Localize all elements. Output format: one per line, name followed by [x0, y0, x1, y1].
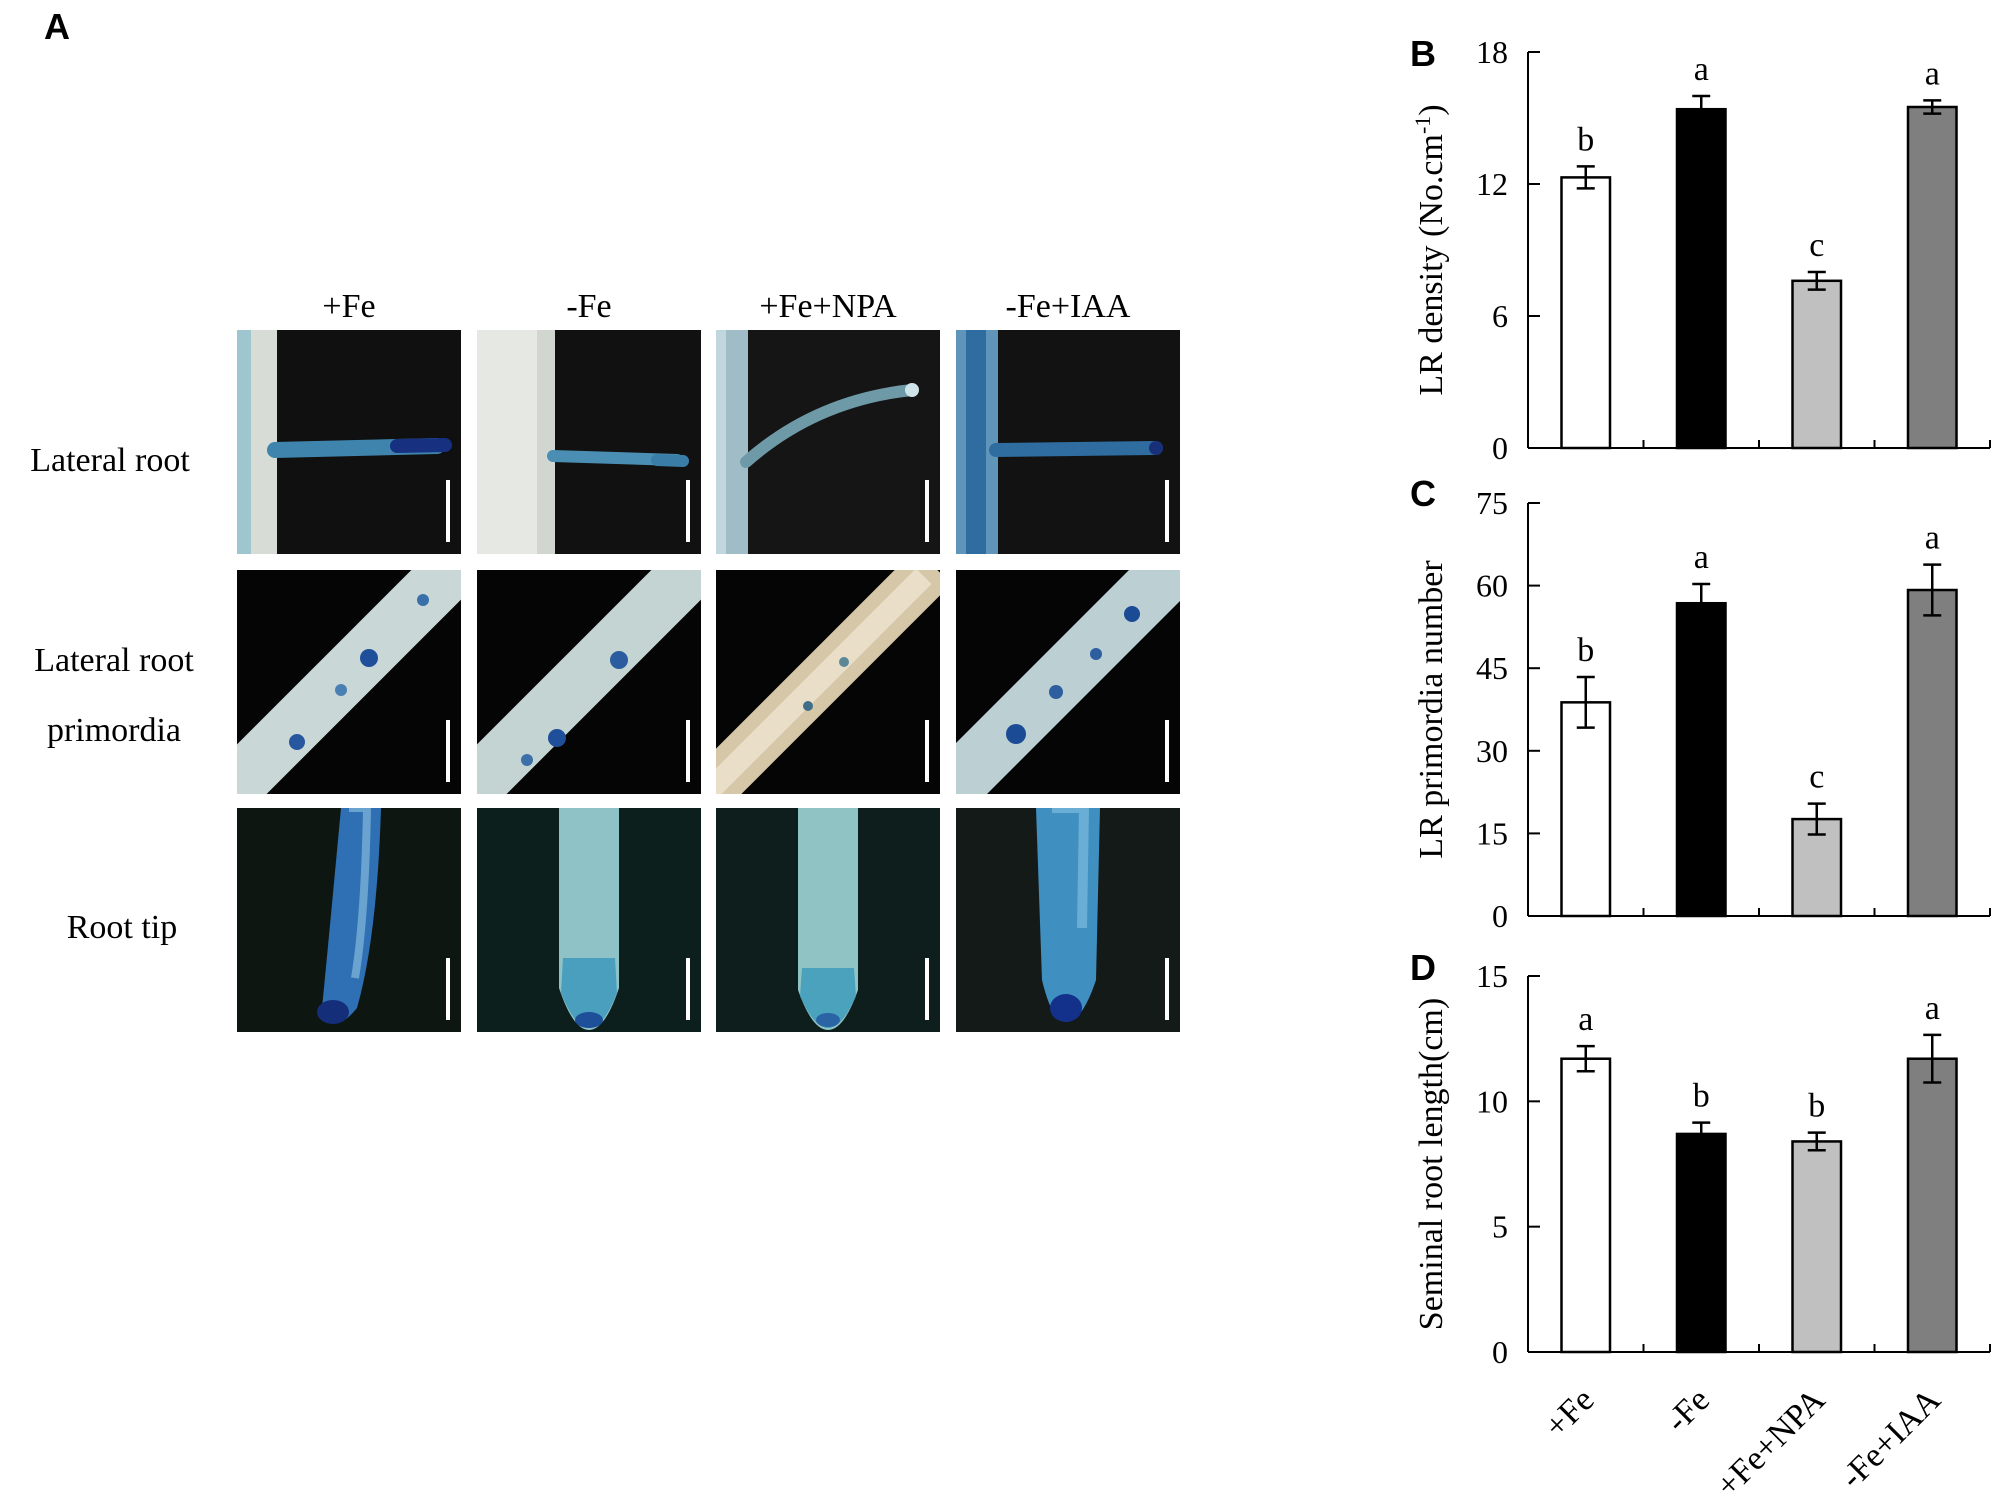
- chart-b-bar-0: [1560, 176, 1612, 450]
- photo-lateral-root-minus-fe: [477, 330, 701, 554]
- photo-lateral-root-minus-fe-iaa: [956, 330, 1180, 554]
- chart-d-sig-letter-3: a: [1925, 990, 1940, 1027]
- chart-d-ylabel-main: Seminal root length(cm): [1413, 998, 1450, 1330]
- chart-c-ytick-label-3: 45: [1476, 650, 1508, 686]
- chart-b-ytick-label-2: 12: [1476, 166, 1508, 202]
- chart-b-ytick-label-1: 6: [1492, 298, 1508, 334]
- chart-d-ytick-label-1: 5: [1492, 1209, 1508, 1245]
- photo-lateral-root-fe-npa: [716, 330, 940, 554]
- photo-lateral-root-fe: [237, 330, 461, 554]
- panel-a-letter: A: [44, 6, 70, 47]
- row-label-primordia-line1: Lateral root: [34, 642, 194, 679]
- panel-d-letter: D: [1410, 947, 1436, 988]
- chart-d-bar-1: [1675, 1132, 1727, 1354]
- chart-c-ytick-label-2: 30: [1476, 733, 1508, 769]
- photo-primordia-fe-npa: [716, 570, 940, 794]
- photo-root-tip-fe-npa: [716, 808, 940, 1032]
- photo-root-tip-minus-fe-iaa: [956, 808, 1180, 1032]
- chart-c-ytick-label-5: 75: [1476, 485, 1508, 521]
- chart-b-ylabel-superscript: -1: [1410, 116, 1435, 134]
- chart-b-bar-1: [1675, 107, 1727, 450]
- chart-d-bar-3: [1906, 1057, 1958, 1354]
- chart-b-sig-letter-0: b: [1577, 121, 1594, 158]
- chart-d-xtick-label-3: -Fe+IAA: [1833, 1381, 1948, 1496]
- chart-c-sig-letter-0: b: [1577, 632, 1594, 669]
- chart-d-xtick-label-2: +Fe+NPA: [1709, 1381, 1833, 1505]
- chart-c-ytick-label-1: 15: [1476, 815, 1508, 851]
- chart-b-sig-letter-2: c: [1809, 227, 1824, 264]
- chart-d-sig-letter-1: b: [1693, 1078, 1710, 1115]
- chart-c-ylabel: LR primordia number: [1413, 560, 1450, 859]
- chart-b-ytick-label-0: 0: [1492, 430, 1508, 466]
- chart-d-sig-letter-0: a: [1578, 1001, 1593, 1038]
- chart-c-bar-3: [1906, 588, 1958, 918]
- chart-c-ylabel-main: LR primordia number: [1413, 560, 1450, 859]
- row-label-lateral-root: Lateral root: [0, 426, 220, 496]
- chart-d-xtick-label-0: +Fe: [1538, 1381, 1602, 1445]
- chart-d-ytick-label-0: 0: [1492, 1334, 1508, 1370]
- chart-d-sig-letter-2: b: [1808, 1088, 1825, 1125]
- chart-b-ylabel: LR density (No.cm-1): [1410, 104, 1450, 395]
- row-label-root-tip: Root tip: [12, 893, 232, 963]
- column-label-minus-fe: -Fe: [566, 288, 612, 325]
- chart-d-bar-0: [1560, 1057, 1612, 1354]
- chart-d-ylabel: Seminal root length(cm): [1413, 998, 1450, 1330]
- panel-c-letter: C: [1410, 473, 1436, 514]
- panel-b-letter: B: [1410, 33, 1436, 74]
- chart-c-ytick-label-4: 60: [1476, 568, 1508, 604]
- photo-root-tip-minus-fe: [477, 808, 701, 1032]
- row-label-primordia-line2: primordia: [46, 712, 182, 749]
- photo-root-tip-fe: [237, 808, 461, 1032]
- chart-d-ytick-label-3: 15: [1476, 958, 1508, 994]
- photo-primordia-minus-fe: [477, 570, 701, 794]
- chart-c-sig-letter-1: a: [1694, 539, 1709, 576]
- chart-b-sig-letter-3: a: [1925, 55, 1940, 92]
- photo-primordia-fe: [237, 570, 461, 794]
- chart-b-sig-letter-1: a: [1694, 51, 1709, 88]
- chart-c-sig-letter-2: c: [1809, 759, 1824, 796]
- chart-b-ylabel-end: ): [1413, 104, 1450, 115]
- chart-c-sig-letter-3: a: [1925, 520, 1940, 557]
- row-label-lateral-root-line1: Lateral root: [30, 442, 190, 479]
- chart-c-bar-0: [1560, 701, 1612, 918]
- chart-b-bar-3: [1906, 105, 1958, 450]
- chart-d-ytick-label-2: 10: [1476, 1083, 1508, 1119]
- column-label-minus-fe-iaa: -Fe+IAA: [1005, 288, 1131, 325]
- row-label-root-tip-line1: Root tip: [66, 909, 178, 946]
- photo-primordia-minus-fe-iaa: [956, 570, 1180, 794]
- chart-b-ytick-label-3: 18: [1476, 34, 1508, 70]
- chart-d-bar-2: [1791, 1140, 1843, 1354]
- chart-b-bar-2: [1791, 279, 1843, 450]
- chart-d-xtick-label-1: -Fe: [1659, 1381, 1717, 1439]
- chart-b-ylabel-main: LR density (No.cm: [1413, 134, 1450, 396]
- row-label-lateral-root-primordia: Lateral root primordia: [4, 626, 224, 766]
- chart-c-ytick-label-0: 0: [1492, 898, 1508, 934]
- column-label-fe: +Fe: [322, 288, 376, 325]
- column-label-fe-npa: +Fe+NPA: [759, 288, 897, 325]
- chart-c-bar-1: [1675, 601, 1727, 918]
